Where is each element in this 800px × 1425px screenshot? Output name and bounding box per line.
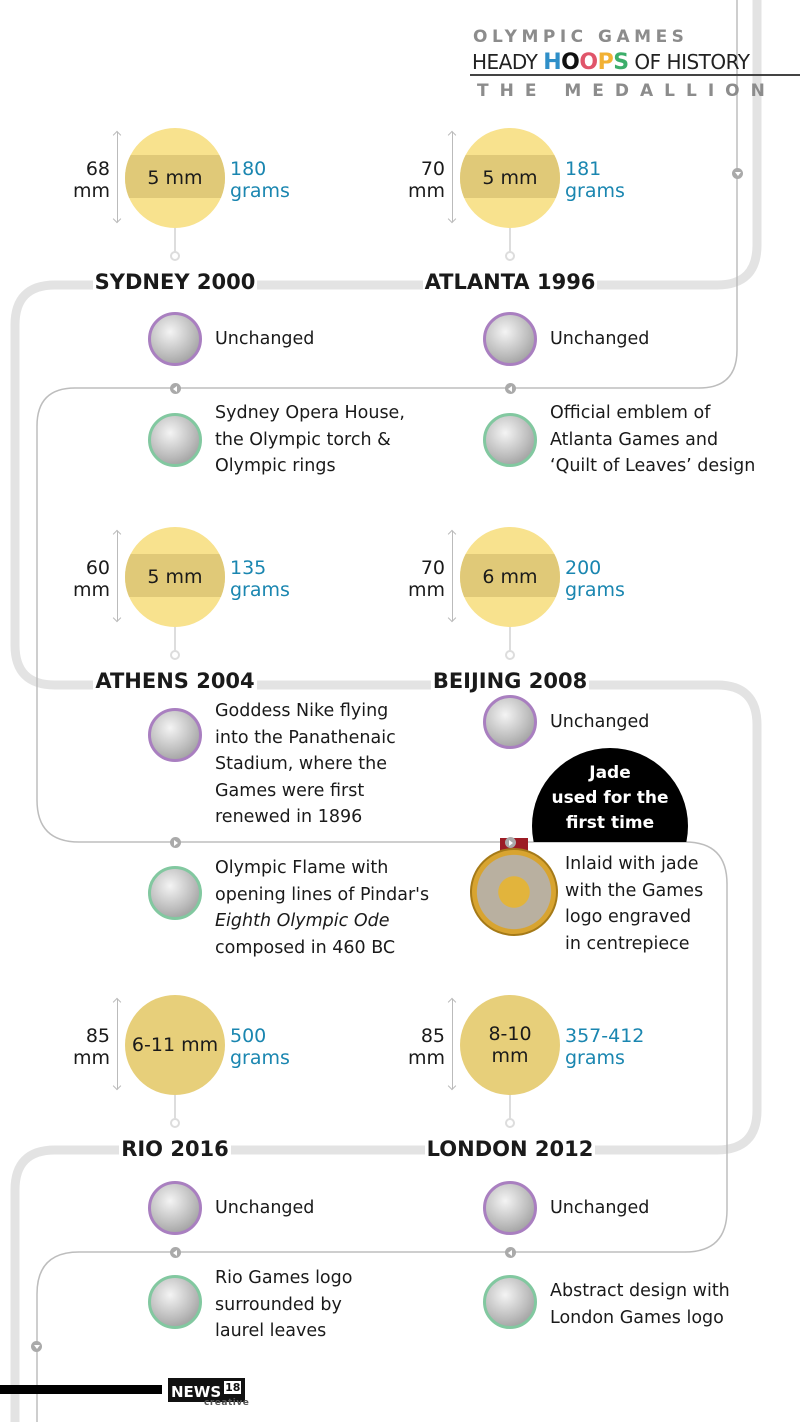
down-arrow-icon — [732, 168, 743, 179]
diameter-label: 60 mm — [72, 557, 110, 601]
front-description: Unchanged — [550, 712, 650, 732]
medal-front-image — [148, 312, 202, 366]
medal-size-disc: 5 mm — [125, 527, 225, 627]
thickness-label: 8-10 mm — [488, 1023, 532, 1067]
entry-london-2012: 85 mm 8-10 mm 357-412 grams LONDON 2012 Unc… — [335, 995, 730, 1425]
medal-front-image — [148, 708, 202, 762]
jade-callout: Jade used for the first time — [532, 748, 688, 842]
thickness-label: 5 mm — [147, 167, 203, 189]
diameter-arrow-icon — [452, 999, 453, 1089]
front-description: Goddess Nike flying into the Panathenaic S… — [215, 701, 396, 827]
weight-label: 180 grams — [230, 158, 290, 202]
weight-label: 135 grams — [230, 557, 290, 601]
node-icon — [170, 251, 180, 261]
header-olympic-games: OLYMPIC GAMES — [473, 27, 689, 47]
footer-bar — [0, 1385, 162, 1394]
medal-size-disc: 8-10 mm — [460, 995, 560, 1095]
header-subtitle: THE MEDALLION — [477, 81, 776, 101]
diameter-label: 70 mm — [407, 557, 445, 601]
thickness-label: 5 mm — [482, 167, 538, 189]
diameter-arrow-icon — [117, 531, 118, 621]
entry-atlanta-1996: 70 mm 5 mm 181 grams ATLANTA 1996 Unchange… — [335, 128, 755, 558]
medal-back-image — [148, 1275, 202, 1329]
medal-size-disc: 6 mm — [460, 527, 560, 627]
diameter-arrow-icon — [452, 531, 453, 621]
left-arrow-icon — [505, 383, 516, 394]
front-description: Unchanged — [215, 329, 315, 349]
right-arrow-icon — [170, 837, 181, 848]
entry-beijing-2008: 70 mm 6 mm 200 grams BEIJING 2008 Unchange… — [335, 527, 703, 957]
thickness-label: 6-11 mm — [131, 1034, 219, 1056]
node-icon — [170, 650, 180, 660]
node-icon — [505, 251, 515, 261]
left-arrow-icon — [505, 1247, 516, 1258]
medal-size-disc: 6-11 mm — [125, 995, 225, 1095]
weight-label: 500 grams — [230, 1025, 290, 1069]
medal-front-image — [483, 1181, 537, 1235]
logo-subtitle: creative — [204, 1398, 250, 1408]
medal-back-image — [148, 866, 202, 920]
entry-title: BEIJING 2008 — [430, 669, 590, 693]
medal-size-disc: 5 mm — [125, 128, 225, 228]
medal-front-image — [483, 312, 537, 366]
node-icon — [505, 1118, 515, 1128]
diameter-arrow-icon — [117, 132, 118, 222]
jade-medal-image — [470, 848, 558, 936]
thickness-label: 5 mm — [147, 566, 203, 588]
diameter-label: 70 mm — [407, 158, 445, 202]
medal-size-disc: 5 mm — [460, 128, 560, 228]
entry-title: SYDNEY 2000 — [92, 270, 258, 294]
entry-rio-2016: 85 mm 6-11 mm 500 grams RIO 2016 Unchanged… — [0, 995, 352, 1425]
node-icon — [505, 650, 515, 660]
entry-title: ATLANTA 1996 — [422, 270, 598, 294]
weight-label: 181 grams — [565, 158, 625, 202]
back-description: Rio Games logo surrounded by laurel leaves — [215, 1268, 353, 1341]
left-arrow-icon — [170, 383, 181, 394]
node-icon — [170, 1118, 180, 1128]
news18-logo: NEWS 18 — [168, 1378, 246, 1402]
entry-title: ATHENS 2004 — [93, 669, 257, 693]
entry-title: RIO 2016 — [119, 1137, 231, 1161]
down-arrow-icon — [31, 1341, 42, 1352]
left-arrow-icon — [170, 1247, 181, 1258]
weight-label: 357-412 grams — [565, 1025, 645, 1069]
header-divider — [470, 74, 800, 76]
diameter-label: 85 mm — [72, 1025, 110, 1069]
back-description: Olympic Flame with opening lines of Pinda… — [215, 858, 430, 958]
header-title: HEADY HOOPS OF HISTORY — [472, 50, 750, 75]
entry-athens-2004: 60 mm 5 mm 135 grams ATHENS 2004 Goddess N… — [0, 527, 429, 958]
diameter-arrow-icon — [117, 999, 118, 1089]
medal-front-image — [148, 1181, 202, 1235]
back-description: Inlaid with jade with the Games logo engra… — [565, 854, 704, 954]
medal-back-image — [148, 413, 202, 467]
diameter-arrow-icon — [452, 132, 453, 222]
weight-label: 200 grams — [565, 557, 625, 601]
back-description: Official emblem of Atlanta Games and ‘Quil… — [550, 403, 756, 476]
entry-sydney-2000: 68 mm 5 mm 180 grams SYDNEY 2000 Unchanged… — [0, 128, 405, 558]
front-description: Unchanged — [550, 329, 650, 349]
front-description: Unchanged — [550, 1198, 650, 1218]
right-arrow-icon — [505, 837, 516, 848]
back-description: Sydney Opera House, the Olympic torch & Ol… — [215, 403, 405, 476]
medal-front-image — [483, 695, 537, 749]
medal-back-image — [483, 1275, 537, 1329]
back-description: Abstract design with London Games logo — [550, 1281, 730, 1328]
medal-back-image — [483, 413, 537, 467]
diameter-label: 68 mm — [72, 158, 110, 202]
front-description: Unchanged — [215, 1198, 315, 1218]
thickness-label: 6 mm — [482, 566, 538, 588]
entry-title: LONDON 2012 — [424, 1137, 596, 1161]
diameter-label: 85 mm — [407, 1025, 445, 1069]
